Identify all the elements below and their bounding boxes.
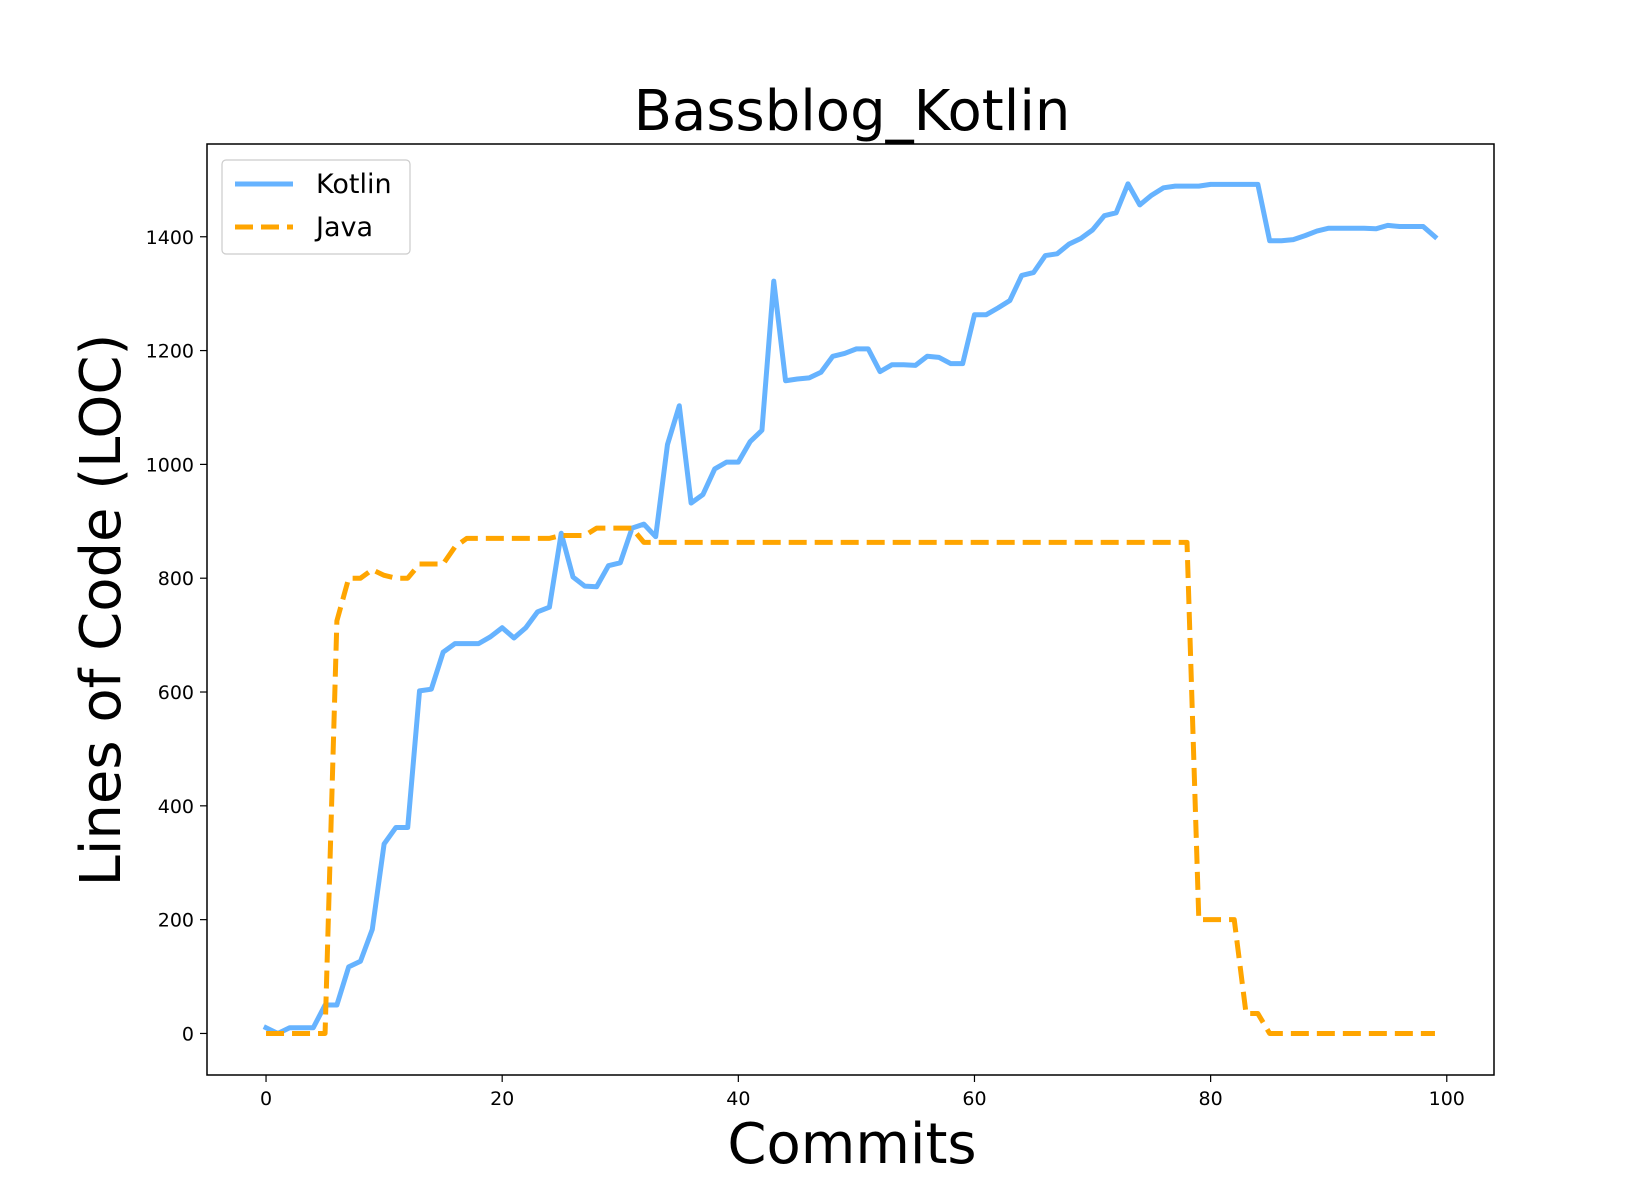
y-tick-label: 1400: [146, 227, 194, 249]
x-tick-label: 0: [260, 1088, 272, 1110]
y-axis: 0 200 400 600 800 1000 1200 1400: [146, 227, 207, 1045]
x-axis-title: Commits: [727, 1112, 976, 1177]
y-tick-label: 400: [158, 796, 194, 818]
legend: Kotlin Java: [221, 159, 411, 255]
y-tick-label: 1200: [146, 341, 194, 363]
legend-label-kotlin: Kotlin: [316, 169, 392, 200]
y-axis-title: Lines of Code (LOC): [69, 334, 134, 887]
y-tick-label: 800: [158, 568, 194, 590]
x-tick-label: 100: [1429, 1088, 1465, 1110]
series-line-kotlin: [262, 181, 1439, 1036]
x-tick-label: 20: [490, 1088, 514, 1110]
x-tick-label: 60: [962, 1088, 986, 1110]
chart-title: Bassblog_Kotlin: [634, 79, 1071, 144]
y-tick-label: 600: [158, 682, 194, 704]
series-layer: [262, 181, 1439, 1036]
y-tick-label: 200: [158, 910, 194, 932]
series-line-java: [266, 525, 1435, 1036]
x-axis: 0 20 40 60 80 100: [260, 1075, 1465, 1110]
legend-label-java: Java: [314, 212, 373, 243]
plot-frame: [206, 143, 1495, 1076]
y-tick-label: 0: [182, 1023, 194, 1045]
x-tick-label: 80: [1199, 1088, 1223, 1110]
x-tick-label: 40: [726, 1088, 750, 1110]
y-tick-label: 1000: [146, 454, 194, 476]
